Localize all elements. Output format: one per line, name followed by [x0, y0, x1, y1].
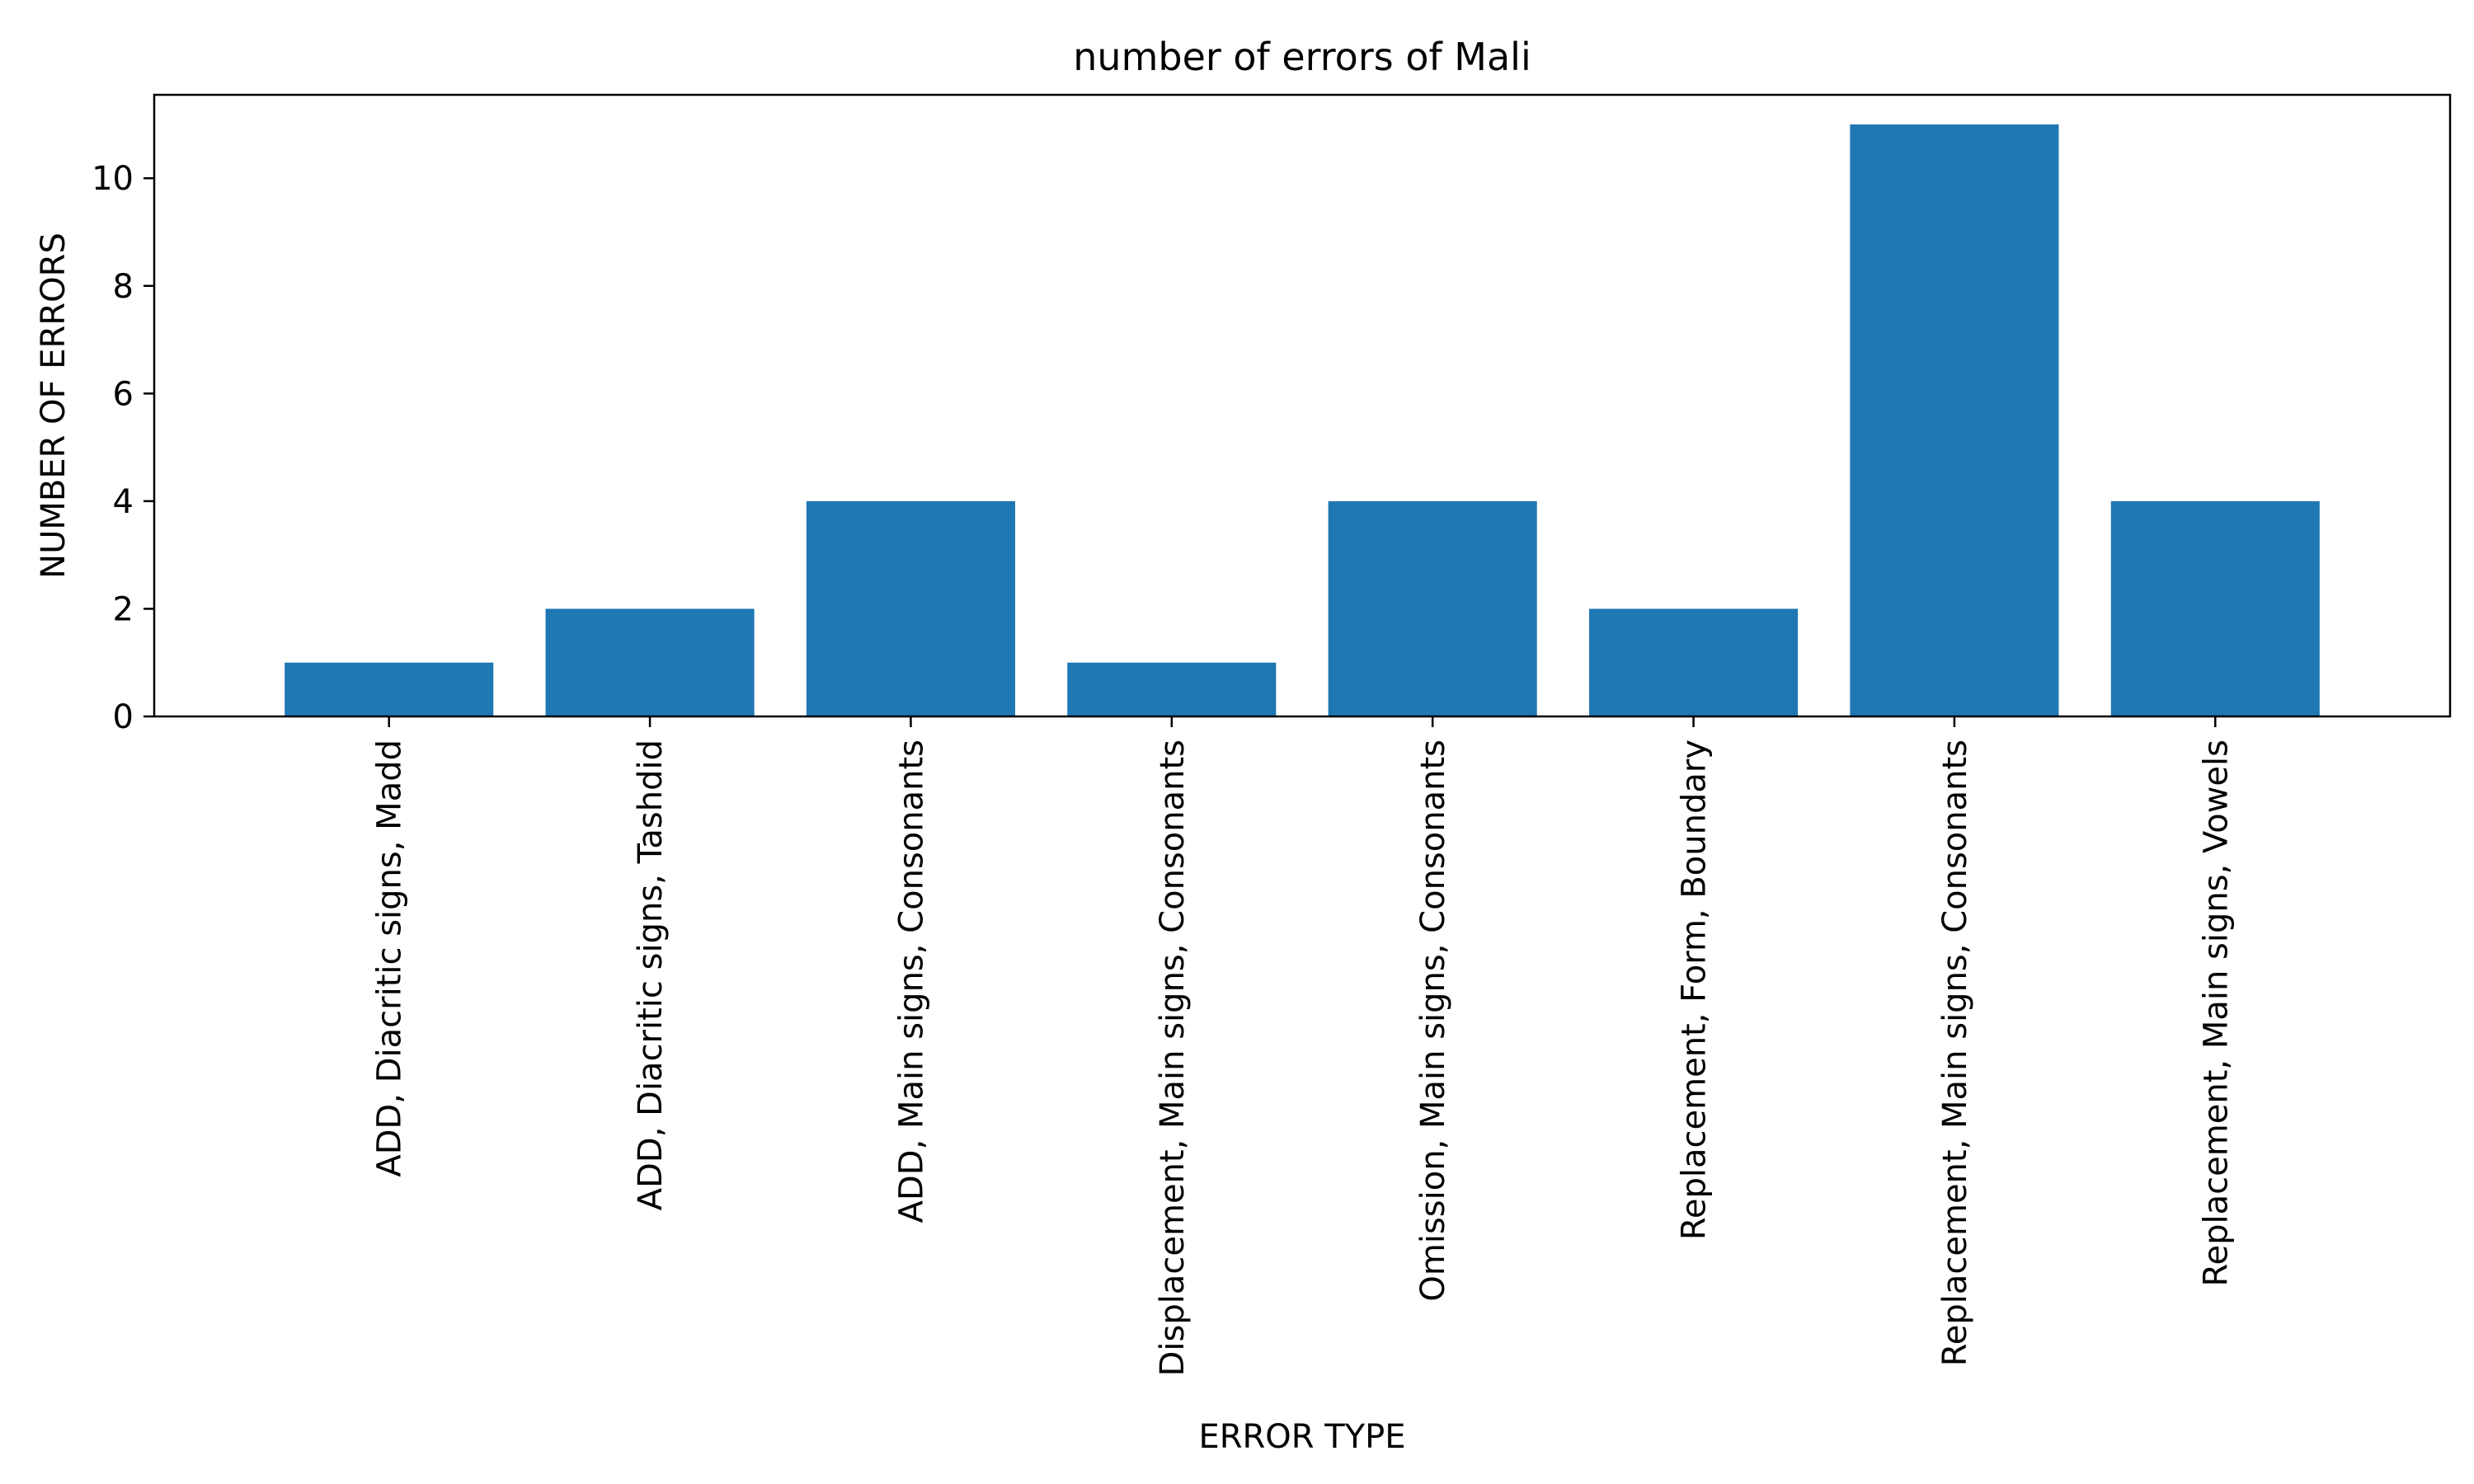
y-tick-label-4: 8 — [113, 268, 134, 306]
x-tick-label-4: Omission, Main signs, Consonants — [1414, 740, 1452, 1302]
bar-1 — [545, 608, 755, 716]
x-tick-label-7: Replacement, Main signs, Vowels — [2197, 740, 2235, 1286]
bars-group — [285, 124, 2320, 716]
bar-5 — [1589, 608, 1799, 716]
x-tick-label-1: ADD, Diacritic signs, Tashdid — [632, 740, 670, 1210]
x-tick-label-6: Replacement, Main signs, Consonants — [1936, 740, 1974, 1366]
x-axis-ticks: ADD, Diacritic signs, Madd ADD, Diacritic… — [371, 716, 2235, 1376]
chart-title: number of errors of Mali — [1073, 35, 1531, 79]
x-tick-label-0: ADD, Diacritic signs, Madd — [371, 740, 409, 1177]
x-tick-label-3: Displacement, Main signs, Consonants — [1154, 740, 1192, 1376]
bar-4 — [1328, 500, 1537, 716]
y-tick-label-1: 2 — [113, 590, 134, 628]
y-tick-label-3: 6 — [113, 375, 134, 413]
y-tick-label-0: 0 — [113, 698, 134, 736]
bar-7 — [2110, 500, 2320, 716]
y-tick-label-2: 4 — [113, 483, 134, 521]
plot-frame — [153, 93, 2452, 718]
y-tick-label-5: 10 — [92, 160, 134, 198]
x-tick-label-2: ADD, Main signs, Consonants — [892, 740, 930, 1223]
x-tick-label-5: Replacement, Form, Boundary — [1676, 740, 1714, 1240]
bar-2 — [806, 500, 1015, 716]
bar-3 — [1067, 662, 1277, 716]
bar-6 — [1850, 124, 2059, 716]
x-axis-label: ERROR TYPE — [1198, 1418, 1405, 1456]
bar-0 — [285, 662, 494, 716]
y-axis-label: NUMBER OF ERRORS — [35, 232, 73, 579]
y-axis-ticks: 0 2 4 6 8 10 — [92, 160, 154, 736]
